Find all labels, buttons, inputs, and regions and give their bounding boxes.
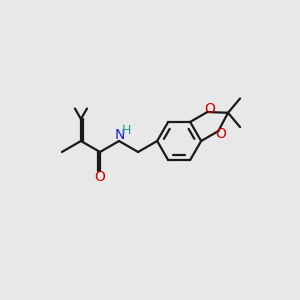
Text: N: N [115,128,125,142]
Text: O: O [204,102,215,116]
Text: H: H [122,124,131,136]
Text: O: O [94,170,105,184]
Text: O: O [215,127,226,141]
